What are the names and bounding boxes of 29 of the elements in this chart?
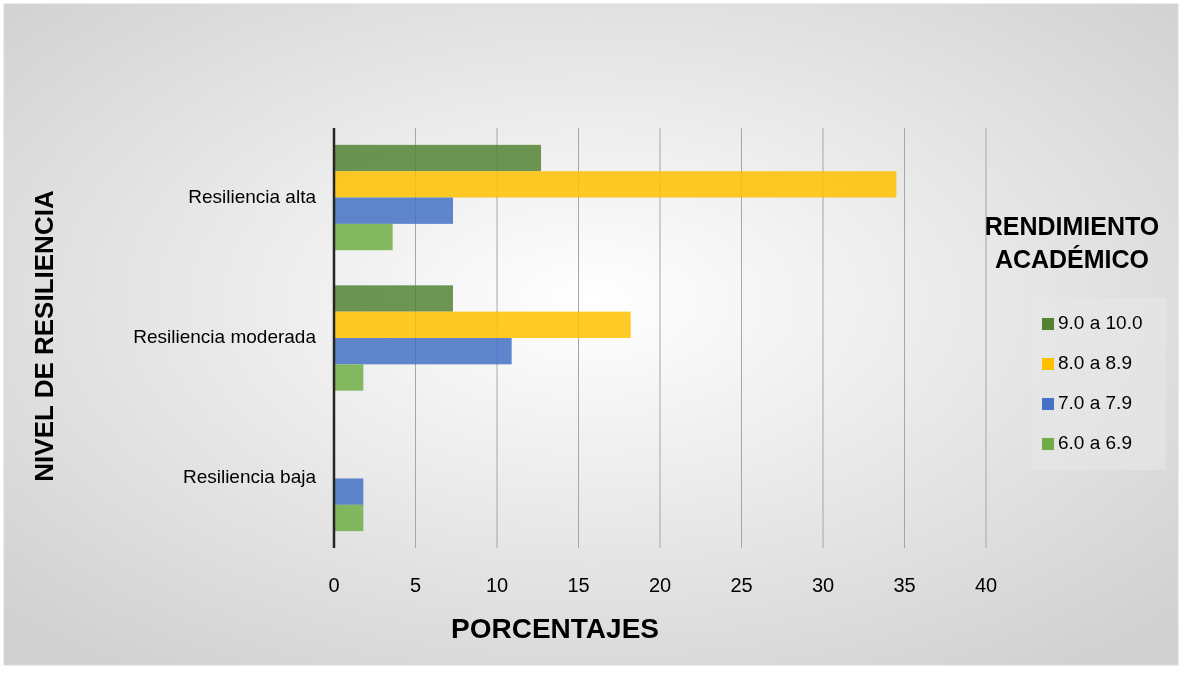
- bar: [334, 223, 393, 251]
- bar: [334, 478, 364, 505]
- x-tick-label: 25: [730, 574, 753, 596]
- x-tick-label: 0: [328, 574, 340, 596]
- y-tick-label: Resiliencia baja: [182, 466, 317, 488]
- legend-label: 9.0 a 10.0: [1058, 312, 1143, 334]
- x-tick-label: 30: [811, 574, 835, 596]
- legend-title: RENDIMIENTO ACADÉMICO: [984, 212, 1160, 273]
- bar: [334, 144, 542, 172]
- y-tick-label: Resiliencia alta: [188, 185, 317, 207]
- x-tick-label: 5: [409, 574, 422, 596]
- bar: [334, 364, 364, 391]
- x-tick-label: 35: [893, 574, 916, 596]
- x-tick-label: 15: [567, 574, 590, 596]
- x-tick-label: 40: [974, 574, 998, 596]
- y-tick-label: Resiliencia moderada: [133, 326, 317, 348]
- x-axis-title: PORCENTAJES: [451, 613, 659, 644]
- bar: [334, 338, 512, 365]
- x-tick-label: 10: [485, 574, 509, 596]
- bar: [334, 197, 453, 224]
- bar: [334, 311, 631, 338]
- bar: [334, 171, 897, 198]
- legend-label: 6.0 a 6.9: [1058, 432, 1132, 454]
- bar: [334, 285, 453, 312]
- y-axis-title: NIVEL DE RESILIENCIA: [28, 190, 59, 482]
- legend-label: 7.0 a 7.9: [1058, 392, 1132, 414]
- legend-label: 8.0 a 8.9: [1058, 352, 1132, 374]
- bar: [334, 504, 364, 532]
- x-tick-label: 20: [648, 574, 672, 596]
